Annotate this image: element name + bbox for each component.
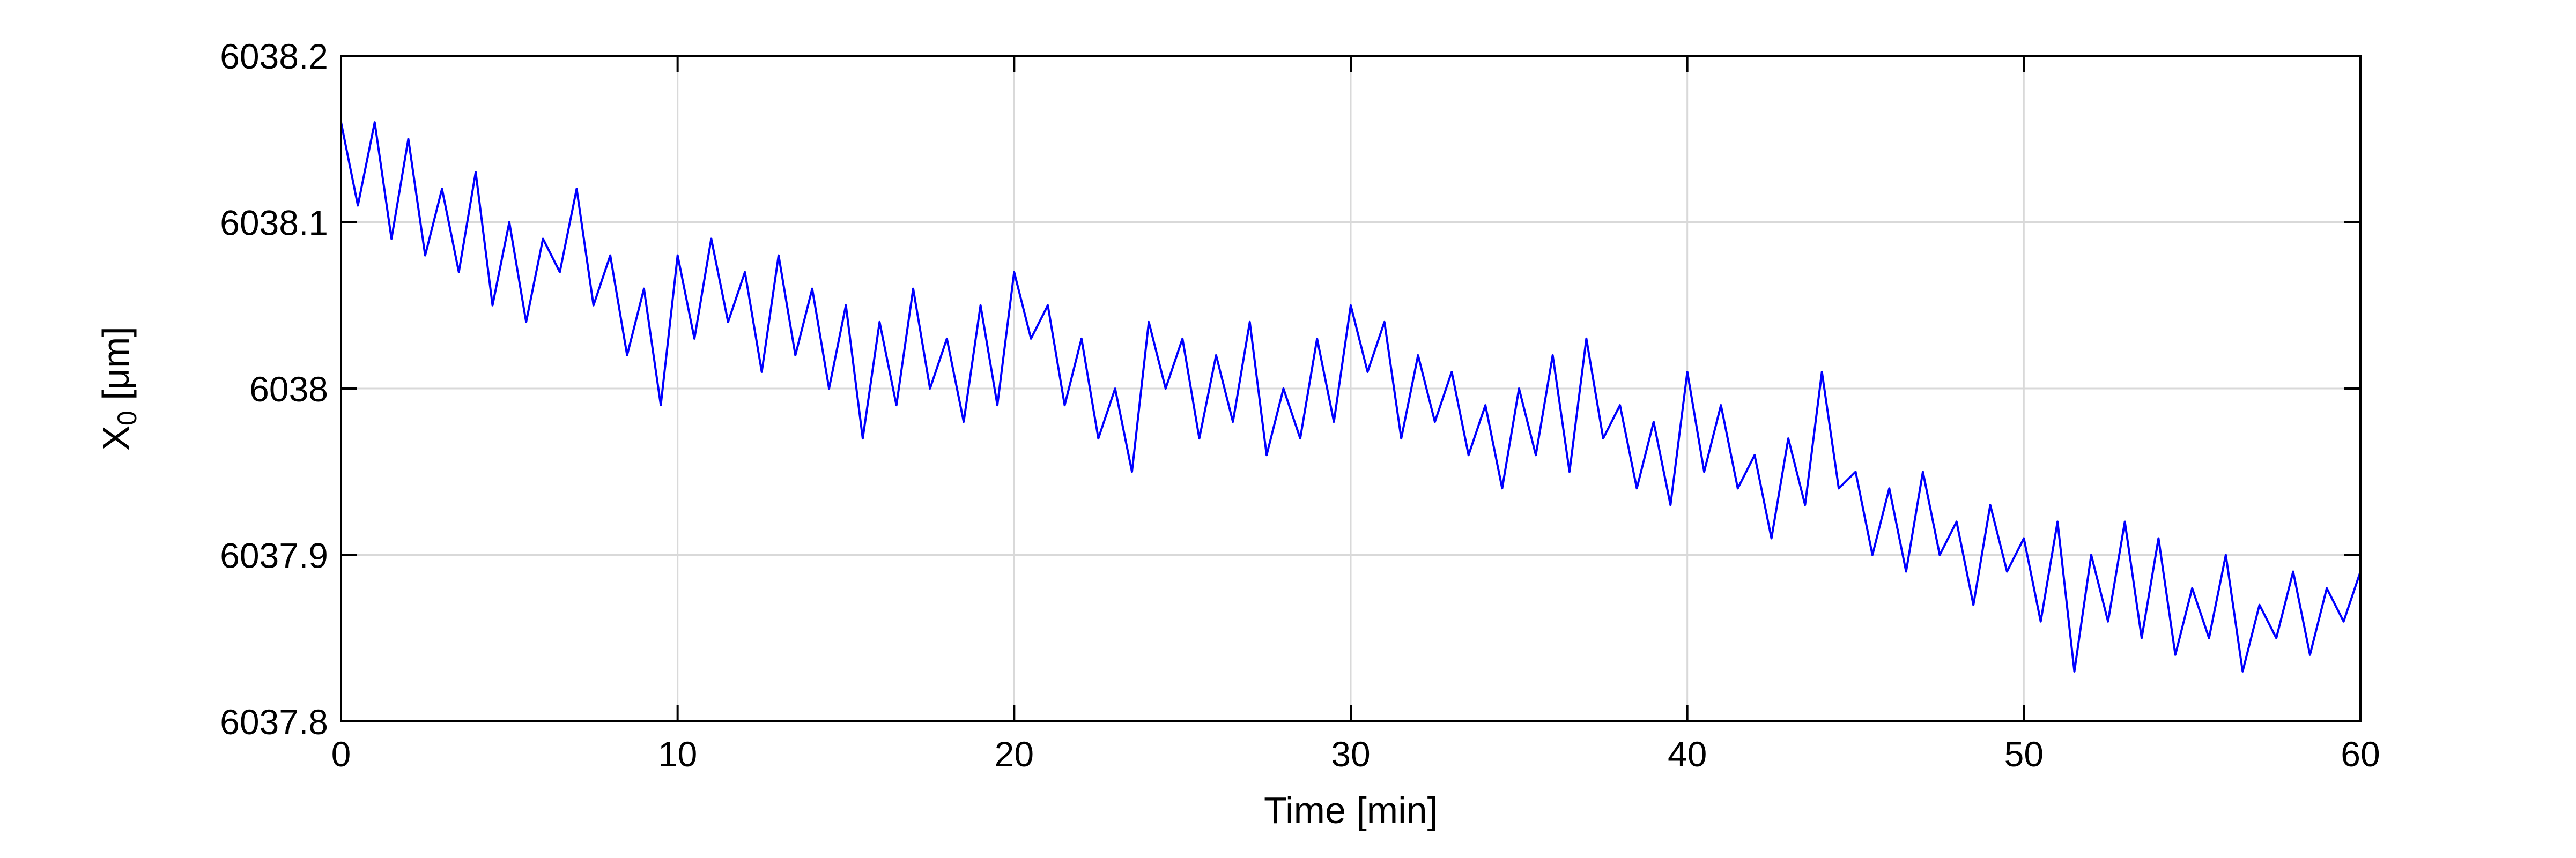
x-tick-label: 40 — [1668, 734, 1707, 774]
plot-area — [340, 55, 2362, 722]
y-tick-label: 6038.2 — [220, 36, 328, 76]
x-tick-label: 0 — [331, 734, 351, 774]
series-layer — [340, 121, 2362, 673]
y-axis-title-subscript: 0 — [112, 411, 142, 426]
x-axis-title: Time [min] — [1264, 789, 1438, 831]
axes-box — [340, 55, 2362, 722]
x-tick-labels: 0 10 20 30 40 50 60 — [331, 734, 2380, 774]
y-axis-title-unit: [μm] — [95, 326, 137, 411]
y-tick-label: 6038.1 — [220, 203, 328, 243]
y-tick-label: 6037.9 — [220, 536, 328, 576]
x-tick-label: 20 — [995, 734, 1034, 774]
x-tick-label: 50 — [2004, 734, 2044, 774]
x-tick-label: 30 — [1331, 734, 1370, 774]
series-line — [340, 121, 2362, 673]
y-tick-label: 6038 — [249, 369, 328, 409]
y-tick-labels: 6037.8 6037.9 6038 6038.1 6038.2 — [220, 36, 328, 742]
y-axis-title-main: X — [95, 426, 137, 451]
x-tick-label: 60 — [2341, 734, 2380, 774]
y-axis-title: X0 [μm] — [95, 326, 142, 451]
x-tick-label: 10 — [658, 734, 697, 774]
y-tick-label: 6037.8 — [220, 702, 328, 742]
